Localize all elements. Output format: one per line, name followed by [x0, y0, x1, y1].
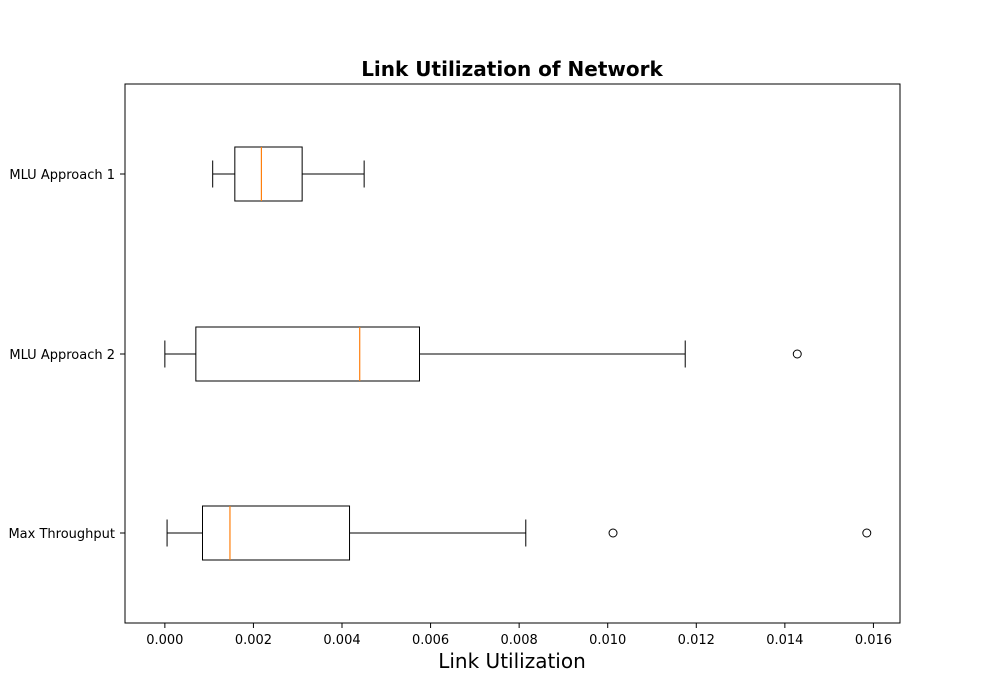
iqr-box	[234, 146, 303, 202]
y-tick-label: MLU Approach 1	[9, 168, 115, 183]
outlier-point	[792, 349, 802, 359]
plot-area: 0.000 0.002 0.004 0.006 0.008 0.010 0.012 0.014…	[8, 83, 901, 648]
x-tick-label: 0.006	[412, 633, 449, 648]
iqr-box	[202, 505, 351, 561]
x-tick-label: 0.000	[146, 633, 183, 648]
y-tick-label: Max Throughput	[8, 527, 115, 542]
x-tick-label: 0.010	[589, 633, 626, 648]
chart-title: Link Utilization of Network	[361, 57, 663, 81]
y-tick-label: MLU Approach 2	[9, 348, 115, 363]
x-axis-label: Link Utilization	[438, 649, 586, 673]
x-tick-label: 0.004	[323, 633, 360, 648]
outlier-point	[608, 528, 618, 538]
x-tick-label: 0.008	[501, 633, 538, 648]
x-tick-label: 0.012	[678, 633, 715, 648]
iqr-box	[195, 326, 420, 382]
outlier-point	[862, 528, 872, 538]
x-tick-label: 0.014	[766, 633, 803, 648]
x-tick-label: 0.002	[235, 633, 272, 648]
x-tick-label: 0.016	[855, 633, 892, 648]
